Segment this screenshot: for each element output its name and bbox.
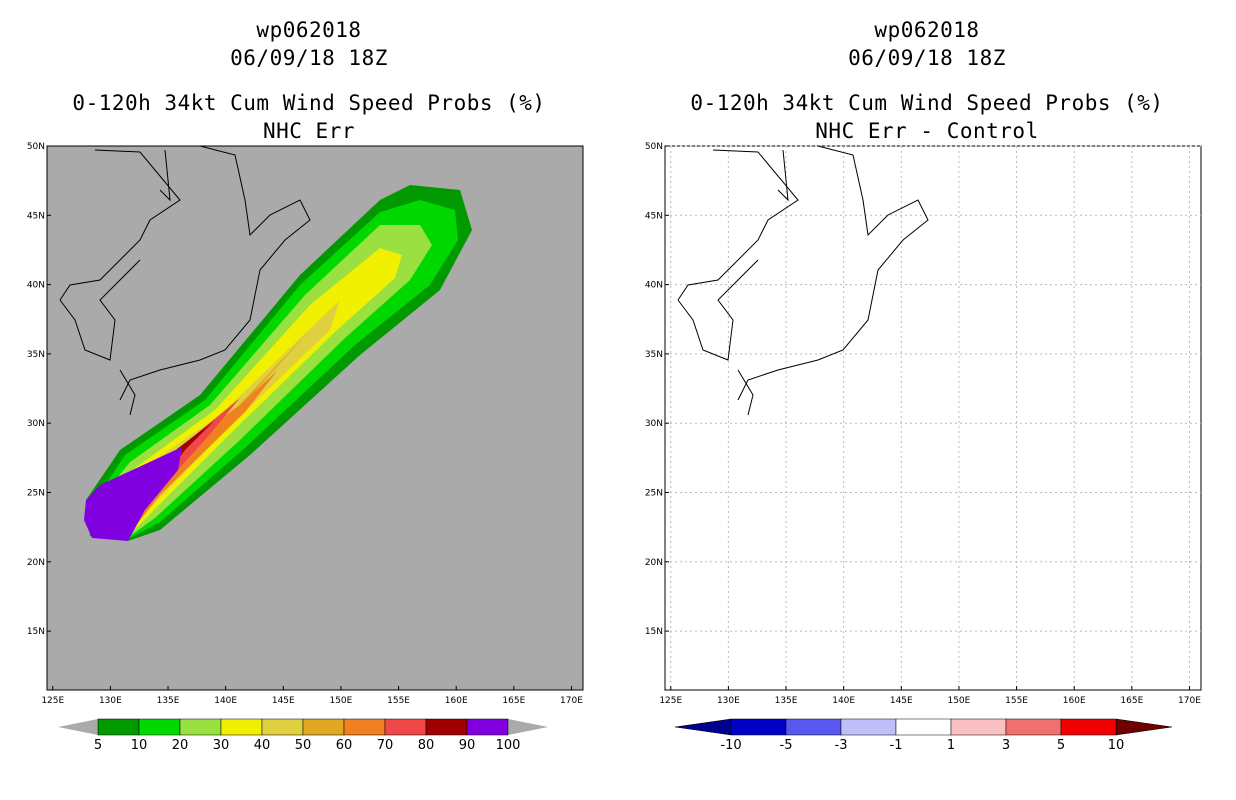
right-gridlines bbox=[665, 145, 1201, 690]
right-lon-label: 150E bbox=[947, 696, 970, 706]
right-lat-label: 40N bbox=[645, 281, 663, 291]
right-datetime: 06/09/18 18Z bbox=[848, 46, 1006, 70]
right-lat-label: 25N bbox=[645, 488, 663, 498]
right-coastlines bbox=[677, 145, 929, 416]
left-lat-label: 50N bbox=[27, 142, 45, 152]
right-lon-label: 125E bbox=[659, 696, 682, 706]
right-lon-label: 145E bbox=[890, 696, 913, 706]
left-colorbar-box bbox=[343, 718, 386, 736]
left-probability-field bbox=[84, 185, 472, 541]
left-coastlines bbox=[59, 145, 311, 416]
right-lat-label: 50N bbox=[645, 142, 663, 152]
left-subtitle: NHC Err bbox=[262, 119, 355, 143]
left-map-area bbox=[46, 145, 584, 691]
left-map-svg: 50N 45N 40N 35N 30N 25N 20N 15N 125E 130E 135E 140E… bbox=[27, 142, 584, 753]
right-colorbar-box bbox=[1060, 718, 1117, 736]
right-map-svg: 50N 45N 40N 35N 30N 25N 20N 15N 125E 130E 135E 140E… bbox=[645, 142, 1202, 753]
left-colorbar-box bbox=[261, 718, 304, 736]
left-lat-label: 35N bbox=[27, 350, 45, 360]
left-lon-label: 165E bbox=[502, 696, 525, 706]
left-lat-label: 30N bbox=[27, 419, 45, 429]
left-colorbar-box bbox=[466, 718, 509, 736]
left-colorbar-label: 50 bbox=[295, 738, 312, 753]
left-colorbar-label: 40 bbox=[254, 738, 271, 753]
right-colorbar-box bbox=[950, 718, 1007, 736]
left-lon-label: 155E bbox=[387, 696, 410, 706]
left-lon-label: 160E bbox=[445, 696, 468, 706]
left-colorbar-label: 100 bbox=[496, 738, 521, 753]
right-colorbar-box bbox=[1005, 718, 1062, 736]
right-colorbar-label: 5 bbox=[1057, 738, 1065, 753]
left-lon-label: 135E bbox=[157, 696, 180, 706]
left-colorbar-label: 5 bbox=[94, 738, 102, 753]
left-colorbar-label: 90 bbox=[459, 738, 476, 753]
left-lon-label: 125E bbox=[41, 696, 64, 706]
right-map-area bbox=[664, 145, 1202, 691]
left-colorbar-box bbox=[384, 718, 427, 736]
left-lat-label: 20N bbox=[27, 558, 45, 568]
right-colorbar-low-end bbox=[674, 718, 732, 736]
right-colorbar-label: 10 bbox=[1108, 738, 1125, 753]
right-subtitle: NHC Err - Control bbox=[815, 119, 1039, 143]
left-lat-label: 45N bbox=[27, 211, 45, 221]
right-lon-label: 135E bbox=[775, 696, 798, 706]
right-colorbar-label: 1 bbox=[947, 738, 955, 753]
right-colorbar-label: -10 bbox=[720, 738, 741, 753]
left-colorbar-label: 10 bbox=[131, 738, 148, 753]
left-lon-label: 145E bbox=[272, 696, 295, 706]
right-lon-label: 130E bbox=[717, 696, 740, 706]
right-storm-id: wp062018 bbox=[874, 18, 980, 42]
right-lon-label: 155E bbox=[1005, 696, 1028, 706]
left-colorbar-box bbox=[220, 718, 263, 736]
left-lat-label: 15N bbox=[27, 627, 45, 637]
right-colorbar-label: 3 bbox=[1002, 738, 1010, 753]
right-lon-label: 170E bbox=[1178, 696, 1201, 706]
right-lat-label: 15N bbox=[645, 627, 663, 637]
left-colorbar-box bbox=[302, 718, 345, 736]
left-colorbar-box bbox=[179, 718, 222, 736]
right-colorbar-label: -5 bbox=[780, 738, 793, 753]
right-lat-label: 30N bbox=[645, 419, 663, 429]
left-colorbar-label: 70 bbox=[377, 738, 394, 753]
left-datetime: 06/09/18 18Z bbox=[230, 46, 388, 70]
right-colorbar-box bbox=[785, 718, 842, 736]
left-storm-id: wp062018 bbox=[256, 18, 362, 42]
right-colorbar-box bbox=[840, 718, 897, 736]
left-colorbar-label: 80 bbox=[418, 738, 435, 753]
left-lat-label: 25N bbox=[27, 488, 45, 498]
right-colorbar-box bbox=[730, 718, 787, 736]
left-colorbar-box bbox=[425, 718, 468, 736]
left-title: 0-120h 34kt Cum Wind Speed Probs (%) bbox=[72, 91, 546, 115]
right-colorbar-label: -3 bbox=[835, 738, 848, 753]
right-panel: wp062018 06/09/18 18Z 0-120h 34kt Cum Wi… bbox=[618, 0, 1236, 800]
left-lon-label: 130E bbox=[99, 696, 122, 706]
left-colorbar-label: 60 bbox=[336, 738, 353, 753]
right-title: 0-120h 34kt Cum Wind Speed Probs (%) bbox=[690, 91, 1164, 115]
left-lon-label: 150E bbox=[329, 696, 352, 706]
left-panel: wp062018 06/09/18 18Z 0-120h 34kt Cum Wi… bbox=[27, 18, 584, 753]
left-lon-label: 140E bbox=[214, 696, 237, 706]
right-lat-label: 35N bbox=[645, 350, 663, 360]
left-colorbar-low-end bbox=[58, 719, 98, 735]
right-lon-label: 160E bbox=[1063, 696, 1086, 706]
left-colorbar-box bbox=[97, 718, 140, 736]
left-lat-label: 40N bbox=[27, 281, 45, 291]
right-lat-label: 45N bbox=[645, 211, 663, 221]
left-colorbar-label: 30 bbox=[213, 738, 230, 753]
right-lat-label: 20N bbox=[645, 558, 663, 568]
right-colorbar-high-end bbox=[1115, 718, 1173, 736]
right-colorbar-label: -1 bbox=[890, 738, 903, 753]
right-lon-label: 140E bbox=[832, 696, 855, 706]
right-colorbar-box bbox=[895, 718, 952, 736]
right-lon-label: 165E bbox=[1120, 696, 1143, 706]
left-colorbar-label: 20 bbox=[172, 738, 189, 753]
left-colorbar-box bbox=[138, 718, 181, 736]
left-colorbar-high-end bbox=[508, 719, 548, 735]
left-lon-label: 170E bbox=[560, 696, 583, 706]
